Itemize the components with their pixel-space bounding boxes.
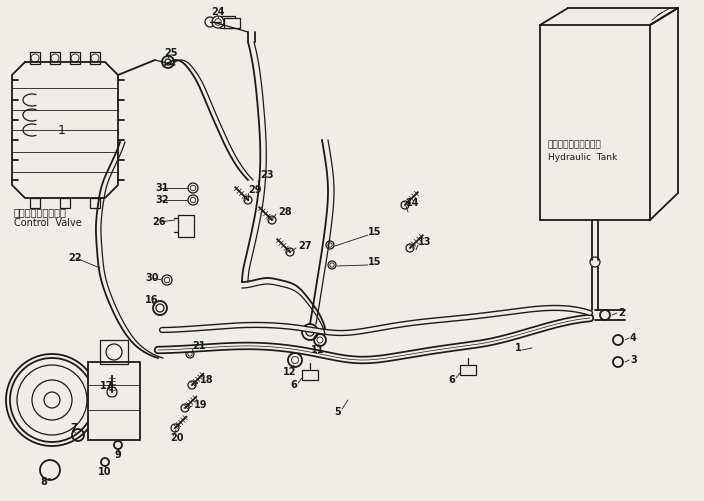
- Bar: [220, 16, 235, 28]
- Text: 14: 14: [406, 198, 420, 208]
- Text: 22: 22: [68, 253, 82, 263]
- Text: 23: 23: [260, 170, 273, 180]
- Circle shape: [181, 404, 189, 412]
- Bar: [178, 215, 194, 237]
- Text: 25: 25: [164, 48, 177, 58]
- Text: 8: 8: [41, 477, 47, 487]
- Text: 12: 12: [283, 367, 297, 377]
- Text: 13: 13: [418, 237, 432, 247]
- Text: 20: 20: [170, 433, 184, 443]
- Text: 11: 11: [311, 345, 325, 355]
- Circle shape: [186, 350, 194, 358]
- Text: 10: 10: [99, 467, 112, 477]
- Text: 17: 17: [100, 381, 113, 391]
- Text: ハイドロリックタンク: ハイドロリックタンク: [548, 140, 602, 149]
- Text: 2: 2: [618, 308, 624, 318]
- Bar: [460, 365, 476, 375]
- Text: 3: 3: [630, 355, 636, 365]
- Bar: [30, 52, 40, 64]
- Text: 27: 27: [298, 241, 311, 251]
- Text: Control  Valve: Control Valve: [14, 218, 82, 228]
- Circle shape: [613, 357, 623, 367]
- Text: 18: 18: [200, 375, 213, 385]
- Text: 6: 6: [290, 380, 297, 390]
- Circle shape: [107, 387, 117, 397]
- Text: 28: 28: [278, 207, 291, 217]
- Bar: [224, 18, 240, 28]
- Text: 30: 30: [145, 273, 158, 283]
- Circle shape: [188, 183, 198, 193]
- Text: Hydraulic  Tank: Hydraulic Tank: [548, 153, 617, 162]
- Text: 15: 15: [368, 257, 382, 267]
- Circle shape: [188, 195, 198, 205]
- Circle shape: [600, 310, 610, 320]
- Text: 21: 21: [192, 341, 206, 351]
- Circle shape: [326, 241, 334, 249]
- Text: 31: 31: [155, 183, 168, 193]
- Text: 4: 4: [630, 333, 636, 343]
- Circle shape: [268, 216, 276, 224]
- Bar: [60, 198, 70, 208]
- Bar: [100, 340, 128, 364]
- Text: 9: 9: [115, 450, 121, 460]
- Circle shape: [212, 16, 224, 28]
- Text: 16: 16: [145, 295, 158, 305]
- Text: 7: 7: [70, 423, 77, 433]
- Bar: [30, 198, 40, 208]
- Bar: [302, 370, 318, 380]
- Circle shape: [188, 381, 196, 389]
- Text: コントロールバルブ: コントロールバルブ: [14, 207, 67, 217]
- Circle shape: [244, 196, 252, 204]
- Text: 26: 26: [152, 217, 165, 227]
- Circle shape: [613, 335, 623, 345]
- Bar: [90, 198, 100, 208]
- Text: 5: 5: [334, 407, 341, 417]
- Bar: [88, 362, 140, 440]
- Circle shape: [406, 244, 414, 252]
- Bar: [50, 52, 60, 64]
- Circle shape: [44, 392, 60, 408]
- Text: 1: 1: [515, 343, 522, 353]
- Text: 32: 32: [155, 195, 168, 205]
- Circle shape: [286, 248, 294, 256]
- Circle shape: [328, 261, 336, 269]
- Text: 15: 15: [368, 227, 382, 237]
- Text: 24: 24: [211, 7, 225, 17]
- Circle shape: [171, 424, 179, 432]
- Bar: [70, 52, 80, 64]
- Circle shape: [401, 201, 409, 209]
- Text: 1: 1: [58, 124, 66, 136]
- Text: 19: 19: [194, 400, 208, 410]
- Text: 29: 29: [248, 185, 261, 195]
- Text: 6: 6: [448, 375, 455, 385]
- Bar: [90, 52, 100, 64]
- Circle shape: [162, 275, 172, 285]
